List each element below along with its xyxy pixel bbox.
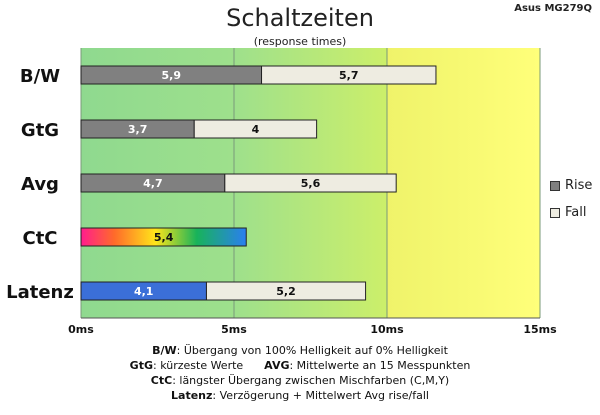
data-label: 5,9 xyxy=(162,69,182,82)
legend-label-rise: Rise xyxy=(565,178,593,193)
category-label: CtC xyxy=(22,228,57,249)
data-label: 4,1 xyxy=(134,285,154,298)
legend-swatch-rise xyxy=(550,181,560,191)
data-label: 5,6 xyxy=(301,177,321,190)
note-line: GtG: kürzeste Werte AVG: Mittelwerte an … xyxy=(0,358,600,373)
data-label: 5,4 xyxy=(154,231,174,244)
bar-fall xyxy=(193,119,318,139)
x-tick-label: 0ms xyxy=(68,323,94,336)
legend-item-fall: Fall xyxy=(550,205,600,221)
note-line: CtC: längster Übergang zwischen Mischfar… xyxy=(0,373,600,388)
bar-fall xyxy=(224,173,397,193)
category-label: GtG xyxy=(21,120,59,141)
background-zone-1 xyxy=(387,48,540,318)
bar-fall xyxy=(205,281,367,301)
note-text: : Mittelwerte an 15 Messpunkten xyxy=(289,359,471,372)
legend-label-fall: Fall xyxy=(565,205,587,220)
category-label: B/W xyxy=(20,66,60,87)
category-label: Avg xyxy=(21,174,59,195)
note-term: Latenz xyxy=(171,389,213,402)
chart-title: Schaltzeiten xyxy=(226,4,374,32)
chart-subtitle: (response times) xyxy=(253,35,347,48)
bar-fall xyxy=(261,65,437,85)
note-text: : längster Übergang zwischen Mischfarben… xyxy=(172,374,450,387)
note-line: Latenz: Verzögerung + Mittelwert Avg ris… xyxy=(0,388,600,403)
category-label: Latenz xyxy=(6,282,74,303)
note-text: : kürzeste Werte xyxy=(153,359,244,372)
data-label: 4,7 xyxy=(143,177,163,190)
data-label: 5,7 xyxy=(339,69,359,82)
note-term: AVG xyxy=(264,359,290,372)
note-term: GtG xyxy=(129,359,153,372)
legend-swatch-fall xyxy=(550,208,560,218)
note-text: : Verzögerung + Mittelwert Avg rise/fall xyxy=(212,389,429,402)
note-text: : Übergang von 100% Helligkeit auf 0% He… xyxy=(176,344,448,357)
legend-item-rise: Rise xyxy=(550,178,600,194)
bar-rise xyxy=(80,227,247,247)
x-tick-label: 10ms xyxy=(370,323,404,336)
monitor-model-label: Asus MG279Q xyxy=(514,3,592,14)
chart-notes: B/W: Übergang von 100% Helligkeit auf 0%… xyxy=(0,343,600,403)
data-label: 4 xyxy=(252,123,260,136)
x-tick-label: 15ms xyxy=(523,323,557,336)
data-label: 5,2 xyxy=(276,285,296,298)
note-line: B/W: Übergang von 100% Helligkeit auf 0%… xyxy=(0,343,600,358)
x-tick-label: 5ms xyxy=(221,323,247,336)
note-term: B/W xyxy=(152,344,177,357)
note-term: CtC xyxy=(150,374,173,387)
data-label: 3,7 xyxy=(128,123,148,136)
